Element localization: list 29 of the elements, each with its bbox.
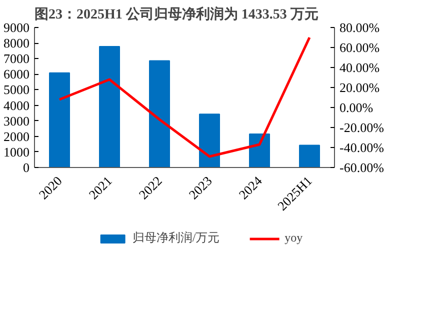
bar: [49, 72, 70, 168]
x-tick-label: 2021: [86, 173, 115, 202]
bar: [149, 60, 170, 168]
y-tick-label: 5000: [4, 82, 30, 98]
y2-tick-label: -20.00%: [340, 120, 384, 135]
y2-tick-label: -60.00%: [340, 160, 384, 175]
y-tick-label: 1000: [4, 144, 30, 160]
y-tick-label: 0: [23, 160, 30, 175]
y2-tick-label: 80.00%: [340, 20, 380, 35]
y-tick-label: 3000: [4, 113, 30, 128]
y2-tick-label: 60.00%: [340, 40, 380, 55]
y-tick-label: 4000: [4, 98, 30, 113]
y2-tick-label: -40.00%: [340, 140, 384, 155]
y2-tick-label: 0.00%: [340, 100, 374, 115]
chart-title: 图23：2025H1 公司归母净利润为 1433.53 万元: [34, 6, 318, 22]
bar: [249, 134, 270, 168]
y-tick-label: 7000: [4, 51, 30, 66]
y-tick-label: 6000: [4, 66, 30, 82]
bar: [199, 114, 220, 168]
y2-tick-label: 40.00%: [340, 60, 380, 75]
bar: [99, 46, 120, 168]
line-series: [58, 36, 311, 158]
bar: [299, 144, 320, 168]
legend-label: yoy: [284, 230, 304, 246]
y-tick-label: 9000: [4, 20, 30, 35]
y-tick-label: 8000: [4, 36, 30, 51]
legend-label: 归母净利润/万元: [132, 230, 220, 246]
y-tick-label: 2000: [4, 128, 30, 144]
y2-tick-label: 20.00%: [340, 80, 380, 95]
